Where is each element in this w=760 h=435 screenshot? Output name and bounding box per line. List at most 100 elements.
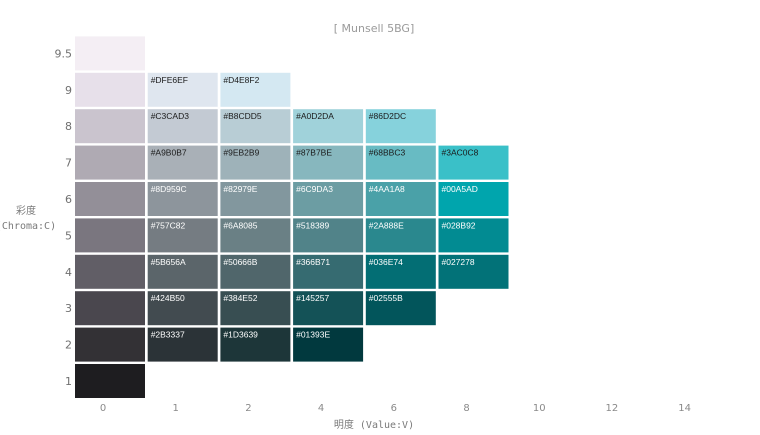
y-tick-label: 6 [65, 193, 72, 206]
swatch-6-2 [220, 182, 291, 216]
swatch-4-4 [365, 254, 436, 289]
y-tick-label: 7 [65, 157, 72, 170]
swatch-hex-label: #366B71 [296, 257, 330, 267]
swatch-4-5 [438, 254, 509, 289]
swatch-8-2 [220, 109, 291, 144]
swatch-hex-label: #A0D2DA [296, 111, 334, 121]
swatch-hex-label: #145257 [296, 293, 329, 303]
swatch-hex-label: #50666B [223, 257, 257, 267]
swatch-5-0 [75, 218, 145, 253]
swatch-hex-label: #5B656A [151, 257, 186, 267]
swatch-8-1 [147, 109, 218, 144]
swatch-8-3 [293, 109, 364, 144]
swatch-hex-label: #757C82 [151, 220, 186, 230]
swatch-hex-label: #00A5AD [442, 184, 478, 194]
swatch-hex-label: #028B92 [442, 220, 476, 230]
x-tick-label: 10 [533, 403, 546, 414]
x-tick-label: 1 [173, 403, 179, 414]
swatch-7-5 [438, 145, 509, 180]
swatch-hex-label: #6A8085 [223, 220, 257, 230]
chart-title: [ Munsell 5BG] [334, 22, 415, 35]
swatch-5-3 [293, 218, 364, 253]
swatch-hex-label: #68BBC3 [369, 148, 406, 158]
y-axis-ticks: 1 2 3 4 5 6 7 8 9 9.5 [55, 47, 73, 388]
x-tick-label: 0 [100, 403, 106, 414]
swatch-2-2 [220, 327, 291, 362]
swatch-5-4 [365, 218, 436, 253]
swatch-6-5 [438, 182, 509, 216]
swatch-3-2 [220, 291, 291, 326]
swatch-hex-label: #DFE6EF [151, 75, 188, 85]
swatch-6-4 [365, 182, 436, 216]
x-tick-label: 14 [678, 403, 691, 414]
y-axis-label-top: 彩度 [16, 204, 36, 217]
swatch-4-2 [220, 254, 291, 289]
x-tick-label: 12 [606, 403, 619, 414]
y-tick-label: 2 [65, 339, 72, 352]
swatch-3-0 [75, 291, 145, 326]
swatch-7-4 [365, 145, 436, 180]
x-tick-label: 2 [245, 403, 251, 414]
x-tick-label: 4 [318, 403, 324, 414]
swatch-5-1 [147, 218, 218, 253]
swatch-hex-label: #C3CAD3 [151, 111, 190, 121]
swatch-1-0 [75, 364, 145, 398]
swatch-6-1 [147, 182, 218, 216]
y-axis-label-bottom: (Chroma:C) [0, 221, 56, 232]
swatch-hex-label: #86D2DC [369, 111, 406, 121]
swatch-2-3 [293, 327, 364, 362]
swatch-4-0 [75, 254, 145, 289]
swatch-hex-label: #01393E [296, 330, 330, 340]
swatch-6-0 [75, 182, 145, 216]
swatch-hex-label: #027278 [442, 257, 475, 267]
swatch-7-2 [220, 145, 291, 180]
swatch-2-1 [147, 327, 218, 362]
swatch-9-0 [75, 72, 145, 107]
swatch-4-3 [293, 254, 364, 289]
swatch-hex-label: #1D3639 [223, 330, 258, 340]
swatch-7-3 [293, 145, 364, 180]
swatch-9-2 [220, 72, 291, 107]
swatch-9-1 [147, 72, 218, 107]
swatch-4-1 [147, 254, 218, 289]
swatch-hex-label: #02555B [369, 293, 403, 303]
swatch-hex-label: #4AA1A8 [369, 184, 405, 194]
swatch-hex-label: #036E74 [369, 257, 403, 267]
swatch-hex-label: #2B3337 [151, 330, 185, 340]
swatch-6-3 [293, 182, 364, 216]
swatch-hex-label: #D4E8F2 [223, 75, 259, 85]
swatch-hex-label: #9EB2B9 [223, 148, 259, 158]
y-tick-label: 8 [65, 120, 72, 133]
swatch-8-4 [365, 109, 436, 144]
swatch-3-4 [365, 291, 436, 326]
swatch-hex-label: #424B50 [151, 293, 185, 303]
y-tick-label: 5 [65, 229, 72, 242]
swatch-7-0 [75, 145, 145, 180]
swatch-2-0 [75, 327, 145, 362]
y-tick-label: 9.5 [55, 47, 73, 60]
y-tick-label: 1 [65, 375, 72, 388]
x-axis-ticks: 0 1 2 4 6 8 10 12 14 [100, 403, 691, 414]
swatch-9_5-0 [75, 36, 145, 71]
swatch-hex-label: #6C9DA3 [296, 184, 333, 194]
swatch-8-0 [75, 109, 145, 144]
swatch-3-3 [293, 291, 364, 326]
x-tick-label: 6 [391, 403, 397, 414]
swatch-hex-label: #A9B0B7 [151, 148, 187, 158]
y-tick-label: 3 [65, 302, 72, 315]
swatch-hex-label: #B8CDD5 [223, 111, 262, 121]
x-tick-label: 8 [463, 403, 469, 414]
swatch-3-1 [147, 291, 218, 326]
swatch-hex-label: #87B7BE [296, 148, 332, 158]
swatch-hex-label: #518389 [296, 220, 329, 230]
swatch-7-1 [147, 145, 218, 180]
swatch-hex-label: #8D959C [151, 184, 187, 194]
swatch-5-5 [438, 218, 509, 253]
swatch-5-2 [220, 218, 291, 253]
swatch-hex-label: #384E52 [223, 293, 257, 303]
swatch-hex-label: #3AC0C8 [442, 148, 479, 158]
x-axis-label: 明度 (Value:V) [334, 418, 414, 431]
swatch-grid: #DFE6EF #D4E8F2 #C3CAD3 #B8CDD5 #A0D2DA #86D2… [75, 36, 509, 398]
swatch-hex-label: #82979E [223, 184, 257, 194]
